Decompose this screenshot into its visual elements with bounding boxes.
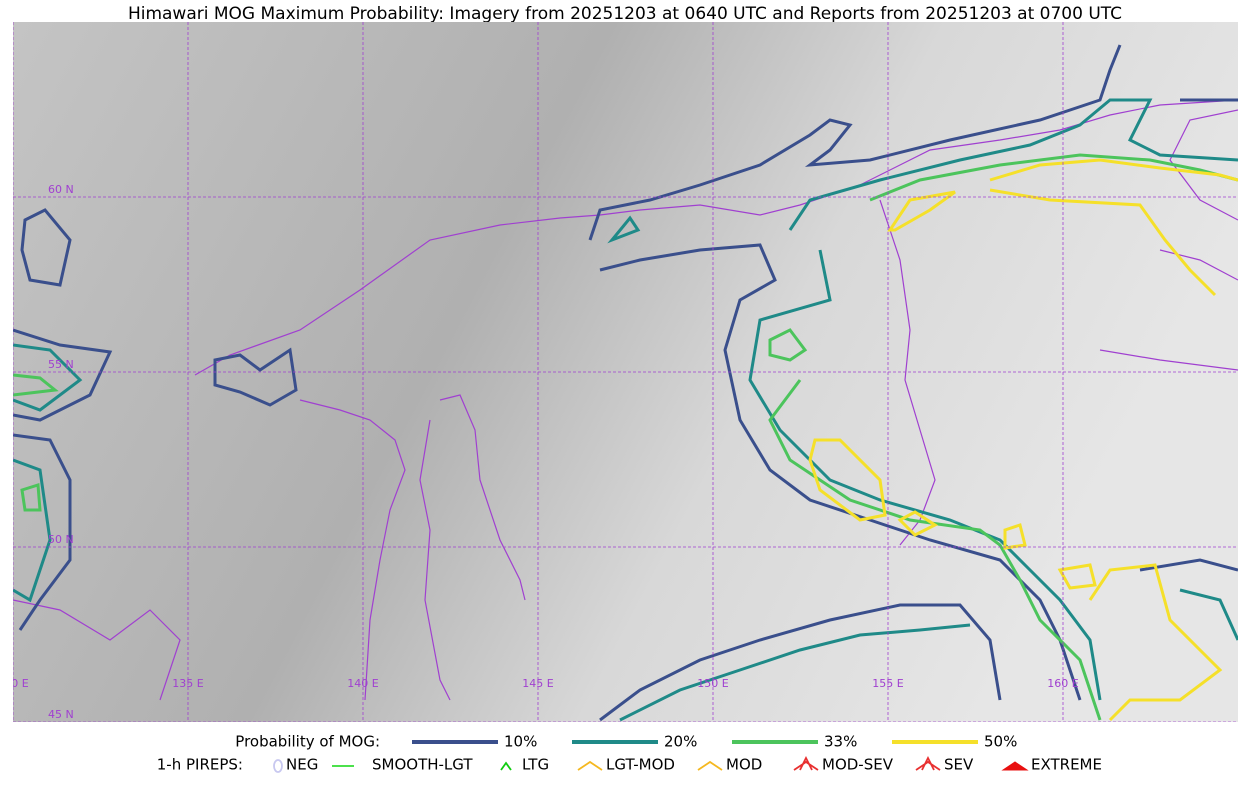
legend-item: SEV (944, 756, 974, 774)
map: 60 N 55 N 50 N 45 N 130 E 135 E 140 E 145 E 150 … (0, 22, 1238, 722)
pirep-icon (577, 760, 603, 771)
legend-item: LGT-MOD (606, 756, 675, 774)
contours (13, 44, 1238, 722)
lat-label: 45 N (48, 708, 74, 721)
legend-item: 50% (984, 733, 1017, 751)
legend-item: MOD (726, 756, 762, 774)
lon-label: 140 E (347, 677, 378, 690)
lon-label: 135 E (172, 677, 203, 690)
graticule: 60 N 55 N 50 N 45 N 130 E 135 E 140 E 145 E 150 … (0, 22, 1238, 722)
lon-label: 160 E (1047, 677, 1078, 690)
lat-label: 55 N (48, 358, 74, 371)
legend-item: NEG (286, 756, 318, 774)
lon-label: 150 E (697, 677, 728, 690)
legend-item: MOD-SEV (822, 756, 894, 774)
lat-label: 60 N (48, 183, 74, 196)
pirep-icon (697, 760, 723, 771)
pirep-icon (793, 755, 819, 771)
legend-item: EXTREME (1031, 756, 1102, 774)
legend-label: Probability of MOG: (235, 733, 380, 751)
legend: Probability of MOG: 10% 20% 33% 50% 1-h PIREP… (157, 733, 1102, 774)
pirep-icon (500, 761, 512, 771)
pirep-icon (915, 755, 941, 771)
legend-item: SMOOTH-LGT (372, 756, 473, 774)
pirep-icon (273, 759, 283, 773)
legend-item: 10% (504, 733, 537, 751)
lon-label: 145 E (522, 677, 553, 690)
pirep-icon (1001, 761, 1029, 771)
legend-item: 33% (824, 733, 857, 751)
lat-label: 50 N (48, 533, 74, 546)
legend-item: LTG (522, 756, 549, 774)
legend-label: 1-h PIREPS: (157, 756, 243, 774)
legend-item: 20% (664, 733, 697, 751)
lon-label: 155 E (872, 677, 903, 690)
lon-label: 130 E (0, 677, 29, 690)
title: Himawari MOG Maximum Probability: Imager… (128, 4, 1122, 24)
coastlines (13, 99, 1238, 701)
